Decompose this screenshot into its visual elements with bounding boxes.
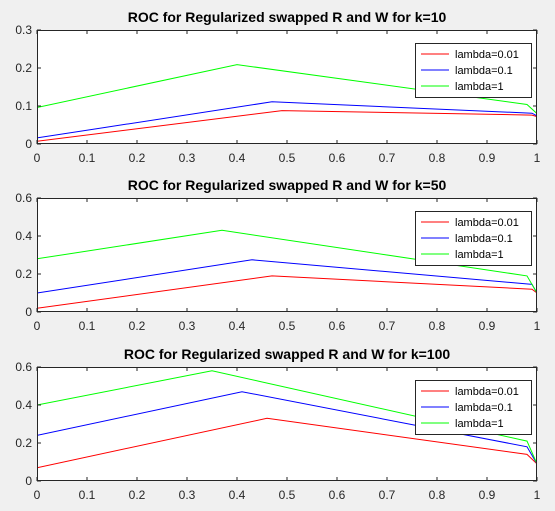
- x-tick-label: 0.1: [79, 488, 96, 502]
- x-tick-label: 0.8: [429, 151, 446, 165]
- y-tick-label: 0.6: [15, 360, 32, 374]
- x-tick-label: 0.3: [179, 319, 196, 333]
- legend-box: [415, 211, 532, 266]
- x-tick-label: 1: [534, 319, 541, 333]
- x-tick-label: 0.2: [129, 319, 146, 333]
- series-line-1: [37, 417, 537, 481]
- y-tick-label: 0: [25, 474, 32, 488]
- chart-title: ROC for Regularized swapped R and W for …: [128, 177, 447, 193]
- y-tick-label: 0.2: [15, 436, 32, 450]
- x-tick-label: 0.6: [329, 488, 346, 502]
- legend: lambda=0.01 lambda=0.1 lambda=1: [415, 43, 532, 98]
- x-tick-label: 0: [34, 319, 41, 333]
- x-tick-label: 0.1: [79, 151, 96, 165]
- series-group: [37, 217, 537, 312]
- y-tick-label: 0.4: [15, 398, 32, 412]
- x-tick-label: 0.1: [79, 319, 96, 333]
- x-tick-label: 0.7: [379, 488, 396, 502]
- legend-label: lambda=0.1: [455, 233, 513, 245]
- series-line-3: [37, 64, 537, 118]
- series-line-1: [37, 110, 537, 144]
- x-tick-label: 0.8: [429, 488, 446, 502]
- series-group: [37, 64, 537, 144]
- x-tick-label: 0.3: [179, 151, 196, 165]
- x-tick-label: 0.6: [329, 151, 346, 165]
- series-line-2: [37, 101, 537, 144]
- y-tick-label: 0: [25, 305, 32, 319]
- series-line-2: [37, 391, 537, 481]
- legend: lambda=0.01 lambda=0.1 lambda=1: [415, 380, 532, 435]
- x-tick-label: 0.6: [329, 319, 346, 333]
- chart-panel-3: ROC for Regularized swapped R and W for …: [15, 346, 540, 502]
- y-tick-label: 0.2: [15, 267, 32, 281]
- chart-title: ROC for Regularized swapped R and W for …: [124, 346, 451, 362]
- y-tick-label: 0.3: [15, 23, 32, 37]
- x-tick-label: 0.5: [279, 151, 296, 165]
- y-tick-label: 0.6: [15, 191, 32, 205]
- y-tick-label: 0: [25, 137, 32, 151]
- x-tick-label: 0.9: [479, 319, 496, 333]
- series-line-3: [37, 370, 537, 481]
- legend-label: lambda=1: [455, 249, 504, 261]
- x-tick-label: 1: [534, 488, 541, 502]
- y-tick-label: 0.1: [15, 99, 32, 113]
- x-tick-label: 0.5: [279, 319, 296, 333]
- x-tick-label: 0.4: [229, 488, 246, 502]
- x-tick-label: 0.5: [279, 488, 296, 502]
- x-tick-label: 1: [534, 151, 541, 165]
- legend-label: lambda=0.1: [455, 65, 513, 77]
- legend-label: lambda=0.01: [455, 49, 519, 61]
- x-tick-label: 0.2: [129, 488, 146, 502]
- x-tick-label: 0: [34, 488, 41, 502]
- legend-label: lambda=0.01: [455, 386, 519, 398]
- legend-label: lambda=1: [455, 81, 504, 93]
- x-tick-label: 0.3: [179, 488, 196, 502]
- x-tick-label: 0.4: [229, 319, 246, 333]
- y-tick-label: 0.4: [15, 229, 32, 243]
- x-tick-label: 0: [34, 151, 41, 165]
- x-tick-label: 0.8: [429, 319, 446, 333]
- series-group: [37, 370, 537, 481]
- x-tick-label: 0.4: [229, 151, 246, 165]
- legend-label: lambda=0.01: [455, 217, 519, 229]
- x-tick-label: 0.9: [479, 151, 496, 165]
- x-tick-label: 0.9: [479, 488, 496, 502]
- series-line-1: [37, 275, 537, 312]
- x-tick-label: 0.7: [379, 319, 396, 333]
- y-tick-label: 0.2: [15, 61, 32, 75]
- x-tick-label: 0.2: [129, 151, 146, 165]
- legend-label: lambda=1: [455, 418, 504, 430]
- chart-title: ROC for Regularized swapped R and W for …: [128, 9, 447, 25]
- chart-panel-2: ROC for Regularized swapped R and W for …: [15, 177, 540, 333]
- legend: lambda=0.01 lambda=0.1 lambda=1: [415, 211, 532, 266]
- legend-label: lambda=0.1: [455, 402, 513, 414]
- chart-panel-1: ROC for Regularized swapped R and W for …: [15, 9, 540, 165]
- series-line-3: [37, 217, 537, 294]
- x-tick-label: 0.7: [379, 151, 396, 165]
